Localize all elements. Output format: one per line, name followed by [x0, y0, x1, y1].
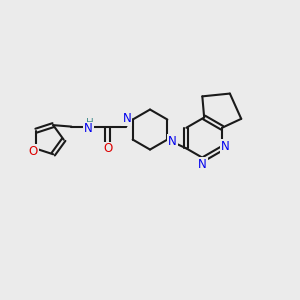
- Text: N: N: [198, 158, 207, 171]
- Text: N: N: [84, 122, 93, 136]
- Text: H: H: [86, 118, 94, 128]
- Text: O: O: [103, 142, 112, 155]
- Text: N: N: [221, 140, 230, 153]
- Text: N: N: [168, 134, 177, 148]
- Text: O: O: [28, 145, 38, 158]
- Text: N: N: [122, 112, 131, 124]
